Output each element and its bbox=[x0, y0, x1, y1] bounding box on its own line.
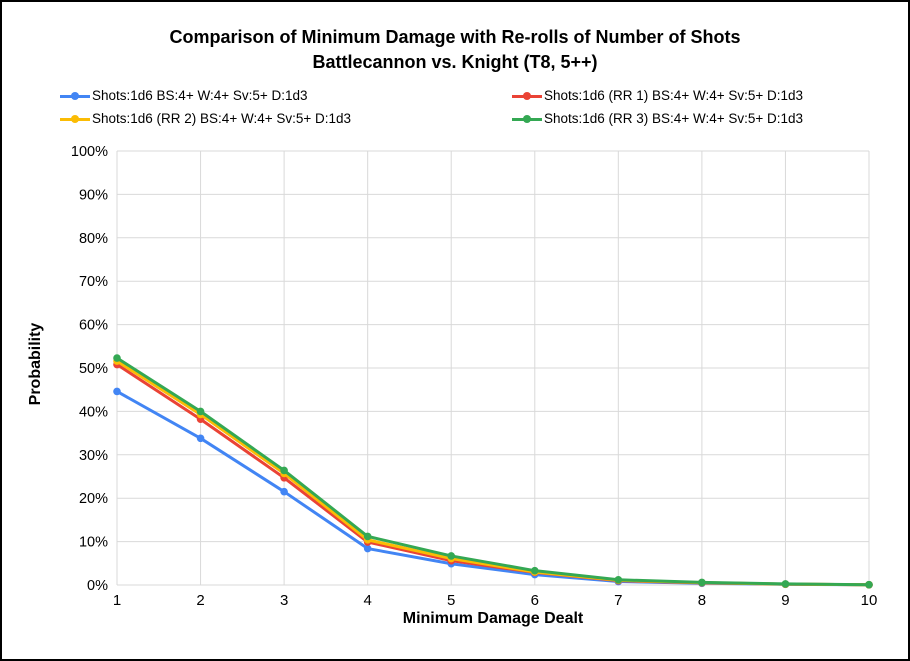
y-axis-tick-label: 70% bbox=[79, 274, 108, 290]
legend-item: Shots:1d6 (RR 1) BS:4+ W:4+ Sv:5+ D:1d3 bbox=[512, 85, 866, 106]
y-axis-tick-label: 80% bbox=[79, 231, 108, 247]
data-point bbox=[196, 434, 205, 443]
x-axis-tick-label: 5 bbox=[447, 592, 455, 609]
legend-item-label: Shots:1d6 BS:4+ W:4+ Sv:5+ D:1d3 bbox=[92, 88, 308, 103]
data-point bbox=[113, 354, 121, 362]
x-axis-tick-label: 9 bbox=[781, 592, 789, 609]
chart-title: Comparison of Minimum Damage with Re-rol… bbox=[2, 25, 908, 75]
y-axis-tick-label: 20% bbox=[79, 491, 108, 507]
legend-marker-icon bbox=[512, 91, 542, 100]
y-axis-tick-label: 0% bbox=[87, 578, 108, 594]
legend-item-label: Shots:1d6 (RR 3) BS:4+ W:4+ Sv:5+ D:1d3 bbox=[544, 111, 804, 126]
data-point bbox=[865, 580, 873, 589]
y-axis-title: Probability bbox=[27, 322, 44, 406]
x-axis-tick-label: 10 bbox=[861, 592, 878, 609]
x-axis-tick-label: 1 bbox=[113, 592, 121, 609]
data-point bbox=[113, 387, 121, 396]
legend-item-label: Shots:1d6 (RR 1) BS:4+ W:4+ Sv:5+ D:1d3 bbox=[544, 88, 804, 103]
y-axis-tick-label: 50% bbox=[79, 361, 108, 377]
data-point bbox=[698, 578, 706, 587]
legend-item: Shots:1d6 (RR 2) BS:4+ W:4+ Sv:5+ D:1d3 bbox=[60, 108, 512, 129]
x-axis-tick-label: 6 bbox=[531, 592, 539, 609]
x-axis-tick-label: 2 bbox=[196, 592, 204, 609]
legend-item-label: Shots:1d6 (RR 2) BS:4+ W:4+ Sv:5+ D:1d3 bbox=[92, 111, 352, 126]
data-point bbox=[614, 575, 623, 584]
x-axis-tick-label: 4 bbox=[363, 592, 371, 609]
y-axis-tick-label: 90% bbox=[79, 187, 108, 203]
data-point bbox=[447, 552, 456, 560]
series-line-0 bbox=[115, 389, 871, 587]
data-point bbox=[363, 544, 372, 553]
x-axis-title: Minimum Damage Dealt bbox=[402, 610, 584, 627]
series-line-3 bbox=[115, 356, 871, 587]
legend-marker-icon bbox=[60, 114, 90, 123]
legend-item: Shots:1d6 (RR 3) BS:4+ W:4+ Sv:5+ D:1d3 bbox=[512, 108, 866, 129]
legend-item: Shots:1d6 BS:4+ W:4+ Sv:5+ D:1d3 bbox=[60, 85, 512, 106]
legend-marker-icon bbox=[60, 91, 90, 100]
data-point bbox=[196, 407, 205, 416]
data-point bbox=[363, 532, 372, 541]
data-point bbox=[280, 487, 288, 496]
series-line-2 bbox=[115, 359, 871, 587]
data-point bbox=[280, 466, 288, 475]
legend-marker-icon bbox=[512, 114, 542, 123]
data-point bbox=[530, 566, 539, 575]
y-axis-tick-label: 60% bbox=[79, 318, 108, 334]
y-axis-tick-label: 100% bbox=[71, 144, 108, 160]
series-line-1 bbox=[115, 363, 871, 587]
x-axis-tick-label: 7 bbox=[614, 592, 622, 609]
y-axis-tick-label: 40% bbox=[79, 404, 108, 420]
y-axis-tick-label: 10% bbox=[79, 535, 108, 551]
y-axis-tick-label: 30% bbox=[79, 448, 108, 464]
x-axis-tick-label: 8 bbox=[698, 592, 706, 609]
data-point bbox=[781, 580, 790, 588]
x-axis-tick-label: 3 bbox=[280, 592, 288, 609]
chart-legend: Shots:1d6 BS:4+ W:4+ Sv:5+ D:1d3 Shots:1d… bbox=[60, 85, 866, 129]
chart-title-line2: Battlecannon vs. Knight (T8, 5++) bbox=[312, 52, 598, 72]
chart-title-line1: Comparison of Minimum Damage with Re-rol… bbox=[169, 27, 741, 47]
